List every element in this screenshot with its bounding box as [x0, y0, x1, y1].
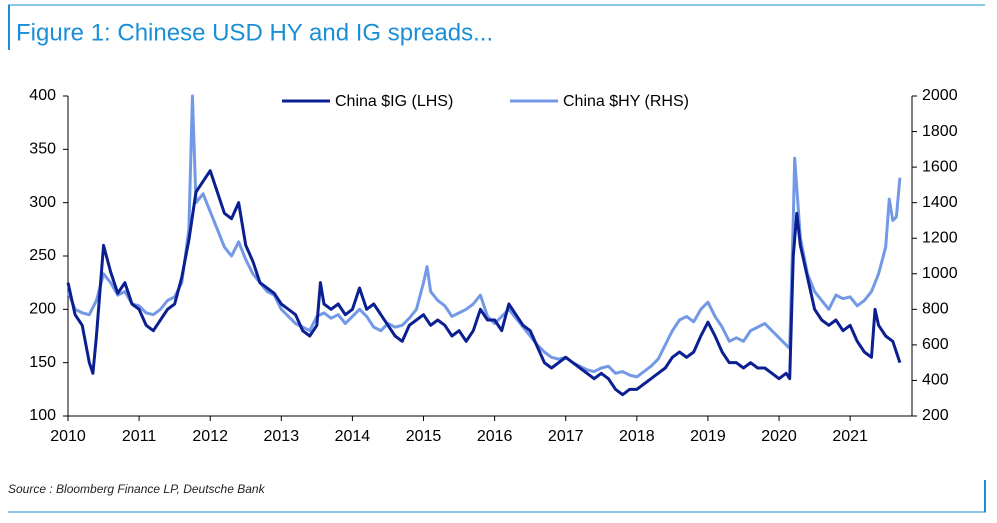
y-tick-label: 400	[29, 87, 56, 104]
x-tick-label: 2011	[122, 428, 157, 445]
y-tick-label: 250	[29, 247, 56, 264]
x-tick-label: 2012	[192, 428, 228, 445]
x-tick-label: 2018	[619, 428, 655, 445]
y-tick-label: 300	[29, 194, 56, 211]
y-tick-label: 350	[29, 141, 56, 158]
y2-tick-label: 400	[922, 372, 949, 389]
series-line	[66, 94, 902, 379]
y2-tick-label: 1200	[922, 229, 958, 246]
y2-tick-label: 1600	[922, 158, 958, 175]
y2-tick-label: 200	[922, 407, 949, 424]
source-note: Source : Bloomberg Finance LP, Deutsche …	[8, 482, 266, 496]
x-tick-label: 2014	[335, 428, 371, 445]
x-tick-label: 2021	[832, 428, 868, 445]
x-tick-label: 2016	[477, 428, 513, 445]
y2-tick-label: 1400	[922, 194, 958, 211]
chart-title: Figure 1: Chinese USD HY and IG spreads.…	[16, 19, 493, 46]
legend-label: China $IG (LHS)	[335, 93, 453, 110]
x-tick-label: 2013	[264, 428, 300, 445]
y2-tick-label: 1000	[922, 265, 958, 282]
y-tick-label: 200	[29, 301, 56, 318]
x-tick-label: 2017	[548, 428, 584, 445]
y-tick-label: 100	[29, 407, 56, 424]
series-line	[66, 169, 902, 397]
y2-tick-label: 800	[922, 301, 949, 318]
y-tick-label: 150	[29, 354, 56, 371]
y2-tick-label: 1800	[922, 123, 958, 140]
x-tick-label: 2019	[690, 428, 726, 445]
y2-tick-label: 2000	[922, 87, 958, 104]
legend-label: China $HY (RHS)	[563, 93, 689, 110]
x-tick-label: 2015	[406, 428, 442, 445]
x-tick-label: 2010	[50, 428, 86, 445]
y2-tick-label: 600	[922, 336, 949, 353]
x-tick-label: 2020	[761, 428, 797, 445]
